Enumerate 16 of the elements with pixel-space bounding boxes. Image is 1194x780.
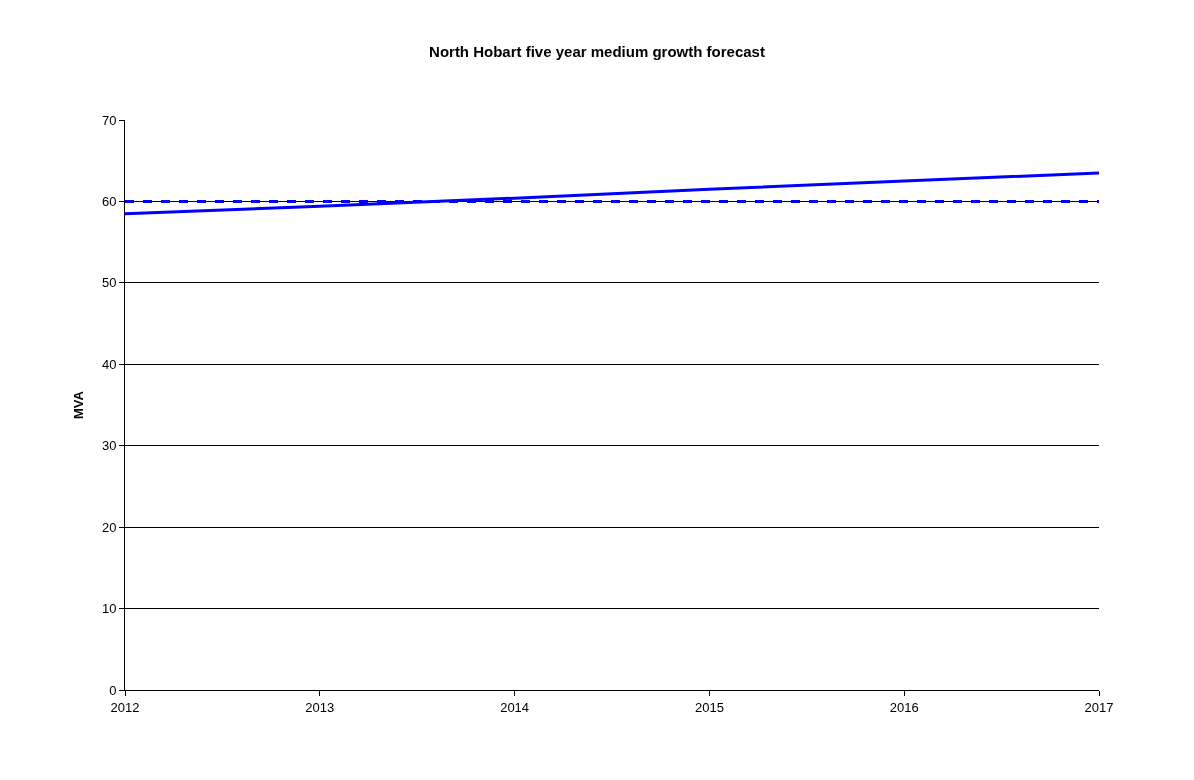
- x-tick-label: 2015: [694, 699, 724, 715]
- y-tick-label: 70: [101, 112, 117, 128]
- x-tick-label: 2016: [889, 699, 919, 715]
- y-tick-label: 20: [101, 519, 117, 535]
- y-tick-label: 50: [101, 275, 117, 291]
- y-tick-label: 60: [101, 193, 117, 209]
- x-tick-label: 2017: [1084, 699, 1114, 715]
- y-axis-title: MVA: [70, 390, 86, 419]
- x-tick-label: 2012: [110, 699, 140, 715]
- y-tick-label: 40: [101, 356, 117, 372]
- x-tick-label: 2013: [305, 699, 335, 715]
- x-tick-label: 2014: [500, 699, 530, 715]
- y-tick-label: 30: [101, 438, 117, 454]
- chart-title: North Hobart five year medium growth forecast: [429, 43, 765, 61]
- y-tick-label: 0: [109, 682, 117, 698]
- y-tick-label: 10: [101, 601, 117, 617]
